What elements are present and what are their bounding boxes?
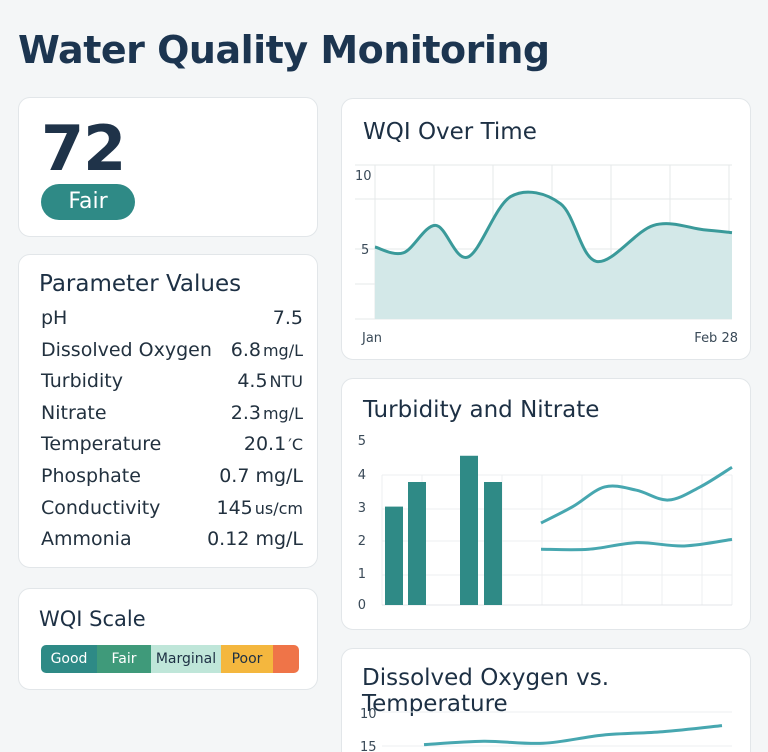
y-tick-label: 15 [360,740,377,752]
parameter-value: 6.8 mg/L [231,339,303,361]
do-temp-chart-title: Dissolved Oxygen vs. Temperature [362,665,610,717]
parameter-name: Dissolved Oxygen [41,338,212,361]
parameter-number: 2.3 [230,401,261,424]
secondary-series-line [540,537,733,552]
parameter-row: Phosphate 0.7 mg/L [41,465,303,495]
turbidity-bar [408,482,426,605]
parameter-unit: ′C [288,435,303,455]
y-tick-label: 5 [361,243,369,258]
wqi-area-fill [375,192,732,319]
parameter-name: Conductivity [41,496,161,519]
chart-grid [381,474,733,605]
y-tick-label: 4 [358,468,366,483]
y-tick-label: 1 [358,567,366,582]
parameter-number: 4.5 [237,370,268,393]
turbidity-nitrate-chart: 5 4 3 2 1 0 [358,434,733,613]
parameter-name: Phosphate [41,465,141,487]
turbidity-bar [484,482,502,605]
y-tick-label: 10 [355,169,372,184]
parameter-unit: NTU [269,372,303,392]
parameter-name: Turbidity [41,370,123,393]
do-vs-temperature-chart: 10 15 [360,707,732,752]
y-tick-label: 0 [358,598,366,613]
parameter-name: Temperature [41,433,162,456]
wqi-scale-segment: Fair [97,645,151,673]
parameter-values-title: Parameter Values [39,271,242,297]
wqi-scale-segment: Poor [221,645,273,673]
wqi-scale-segment: Good [41,645,97,673]
page-title: Water Quality Monitoring [18,28,550,72]
parameter-row: Conductivity 145 us/cm [41,497,303,527]
parameter-row: Nitrate 2.3 mg/L [41,402,303,432]
parameter-value: 0.7 mg/L [219,465,303,487]
parameter-row: Temperature 20.1 ′C [41,433,303,463]
parameter-row: Ammonia 0.12 mg/L [41,528,303,558]
wqi-scale-segment [273,645,299,673]
parameter-name: Nitrate [41,401,107,424]
parameter-number: 20.1 [243,433,287,456]
wqi-series-line [374,190,733,263]
wqi-score-value: 72 [41,112,126,185]
y-tick-label: 5 [358,434,366,449]
turbidity-chart-title: Turbidity and Nitrate [363,397,600,423]
turbidity-bar [460,455,478,605]
wqi-over-time-chart: 10 5 Jan Feb 28 [355,164,738,346]
wqi-status-badge: Fair [41,184,135,220]
parameter-number: 0.12 mg/L [207,528,303,551]
parameter-unit: us/cm [254,498,303,518]
parameter-value: 145 us/cm [216,497,303,519]
turbidity-nitrate-card: Turbidity and Nitrate 5 4 3 2 1 0 [341,378,751,630]
parameter-values-card: Parameter Values pH 7.5 Dissolved Oxygen 6.… [18,254,318,568]
score-card: 72 Fair [18,97,318,237]
y-tick-label: 10 [360,707,377,722]
parameter-value: 0.12 mg/L [207,528,303,550]
parameter-value: 20.1 ′C [244,433,303,455]
wqi-over-time-card: WQI Over Time 10 5 Jan Feb 28 [341,98,751,360]
parameter-value: 4.5 NTU [237,370,303,392]
nitrate-series-line [540,465,733,525]
parameter-number: 0.7 mg/L [219,465,303,487]
parameter-name: pH [41,307,68,329]
y-tick-label: 2 [358,534,366,549]
turbidity-bar [385,506,403,605]
parameter-number: 145 [216,496,253,519]
do-vs-temperature-card: Dissolved Oxygen vs. Temperature 10 15 [341,648,751,752]
parameter-name: Ammonia [41,528,132,551]
parameter-unit: mg/L [262,340,303,360]
parameter-value: 7.5 [273,307,303,329]
y-tick-label: 3 [358,501,366,516]
parameter-unit: mg/L [262,403,303,423]
parameter-row: Dissolved Oxygen 6.8 mg/L [41,339,303,369]
wqi-scale-segment: Marginal [151,645,221,673]
wqi-scale-card: WQI Scale Good Fair Marginal Poor [18,588,318,690]
wqi-scale-title: WQI Scale [39,607,146,631]
parameter-row: Turbidity 4.5 NTU [41,370,303,400]
wqi-chart-title: WQI Over Time [363,119,537,145]
do-temp-series-line [423,724,723,747]
parameter-value: 2.3 mg/L [231,402,303,424]
parameter-number: 7.5 [272,307,303,329]
x-tick-label: Feb 28 [694,331,738,346]
parameter-number: 6.8 [230,338,261,361]
parameter-row: pH 7.5 [41,307,303,337]
wqi-scale-bar: Good Fair Marginal Poor [41,645,299,673]
x-tick-label: Jan [361,331,382,346]
